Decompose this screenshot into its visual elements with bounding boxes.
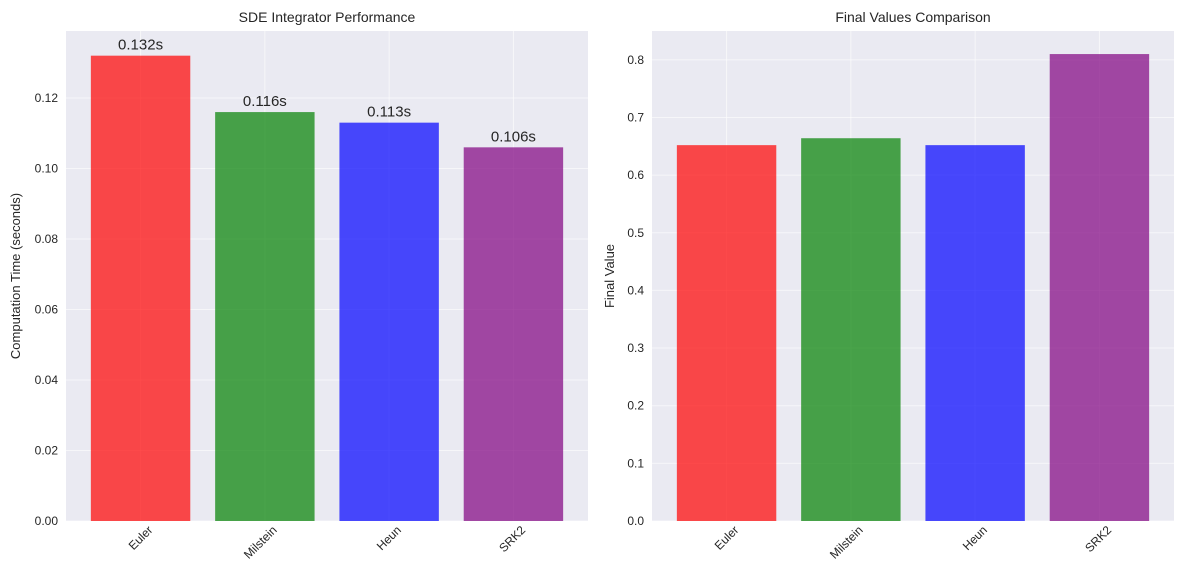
x-tick-label: SRK2: [496, 523, 528, 555]
bar-srk2: [463, 147, 564, 521]
y-tick-label: 0.00: [35, 514, 59, 528]
y-tick-label: 0.3: [627, 341, 644, 355]
x-tick-label: Milstein: [241, 523, 280, 562]
bar-srk2: [1049, 54, 1150, 521]
y-tick-label: 0.2: [627, 399, 644, 413]
y-tick-label: 0.10: [35, 161, 59, 175]
chart-title: SDE Integrator Performance: [239, 9, 416, 25]
bar-value-label: 0.116s: [243, 93, 287, 110]
bar-value-label: 0.106s: [491, 128, 536, 145]
y-tick-label: 0.08: [35, 232, 59, 246]
x-tick-label: SRK2: [1082, 523, 1114, 555]
bar-heun: [925, 145, 1025, 521]
bar-milstein: [801, 138, 901, 522]
y-tick-label: 0.02: [35, 443, 59, 457]
x-tick-label: Heun: [374, 523, 404, 553]
bar-heun: [339, 122, 439, 522]
bar-milstein: [215, 112, 315, 522]
bar-euler: [676, 145, 777, 521]
y-tick-label: 0.04: [35, 373, 59, 387]
x-tick-label: Euler: [126, 523, 156, 553]
bar-value-label: 0.113s: [367, 104, 411, 121]
y-tick-label: 0.7: [627, 110, 644, 124]
chart-title: Final Values Comparison: [835, 9, 990, 25]
y-tick-label: 0.1: [627, 456, 644, 470]
bar-value-label: 0.132s: [118, 37, 163, 54]
y-tick-label: 0.4: [627, 283, 644, 297]
y-tick-label: 0.0: [627, 514, 644, 528]
final-values-chart: 0.0 0.1 0.2 0.3 0.4 0.5 0.6 0.7 0.8 Euler Milstein…: [602, 9, 1174, 562]
x-tick-label: Heun: [960, 523, 990, 553]
computation-time-chart: 0.00 0.02 0.04 0.06 0.08 0.10 0.12 0.132s 0.116s…: [8, 9, 588, 562]
x-tick-label: Milstein: [827, 523, 866, 562]
y-tick-label: 0.12: [35, 91, 59, 105]
y-axis-label: Computation Time (seconds): [8, 193, 23, 359]
bar-euler: [90, 55, 191, 521]
y-tick-label: 0.8: [627, 53, 644, 67]
y-tick-label: 0.5: [627, 226, 644, 240]
y-tick-label: 0.06: [35, 302, 59, 316]
y-axis-label: Final Value: [602, 244, 617, 308]
y-tick-label: 0.6: [627, 168, 644, 182]
x-tick-label: Euler: [712, 523, 742, 553]
